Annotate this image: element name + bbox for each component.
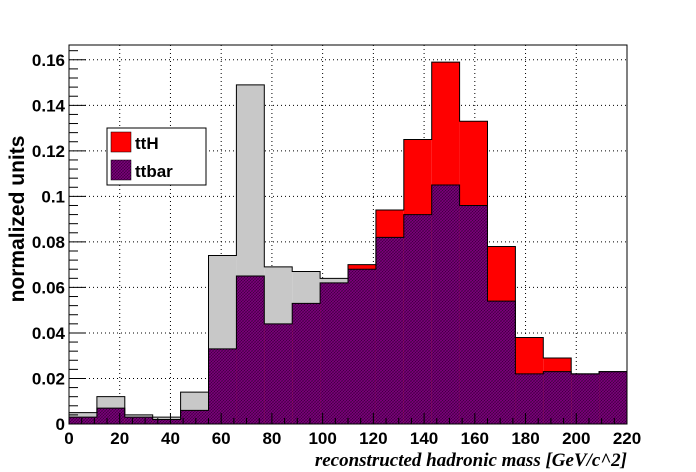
ttbar-bin	[320, 282, 348, 424]
x-tick-label: 40	[161, 429, 180, 448]
ttbar-bin	[236, 276, 265, 424]
ttbar-bin	[543, 371, 572, 424]
histogram-outline-layer	[68, 61, 628, 424]
ttbar-bin	[208, 348, 237, 424]
x-tick-labels: 0 20 40 60 80 100 120 140 160 180 200 220	[64, 429, 641, 448]
ttbar-histogram-layer	[69, 184, 627, 424]
x-tick-label: 80	[262, 429, 281, 448]
y-tick-label: 0.16	[32, 51, 65, 70]
legend: ttH ttbar	[106, 127, 207, 186]
ttbar-bin	[180, 410, 209, 424]
ttbar-bin	[487, 301, 516, 424]
y-tick-label: 0.04	[32, 324, 66, 343]
ttbar-bin	[69, 417, 97, 424]
ttbar-bin	[403, 214, 432, 424]
legend-label-ttbar: ttbar	[135, 162, 173, 181]
y-tick-label: 0	[56, 415, 65, 434]
ttbar-bin	[431, 184, 460, 424]
legend-swatch-tth	[110, 131, 132, 153]
axes	[68, 44, 628, 425]
ttbar-bin	[292, 303, 321, 424]
x-tick-label: 200	[562, 429, 590, 448]
y-tick-label: 0.06	[32, 278, 65, 297]
ttbar-bin	[152, 419, 181, 424]
y-tick-label: 0.14	[32, 96, 66, 115]
ttbar-bin	[515, 373, 544, 424]
y-tick-label: 0.12	[32, 142, 65, 161]
y-tick-labels: 0 0.02 0.04 0.06 0.08 0.1 0.12 0.14 0.16	[32, 51, 66, 434]
legend-swatch-ttbar	[110, 159, 132, 181]
x-tick-label: 0	[64, 429, 73, 448]
y-tick-label: 0.1	[41, 187, 65, 206]
ttbar-bin	[348, 269, 376, 424]
y-tick-label: 0.08	[32, 233, 65, 252]
x-tick-label: 140	[410, 429, 438, 448]
x-tick-label: 120	[359, 429, 387, 448]
ttbar-bin	[264, 323, 293, 424]
ttbar-bin	[96, 408, 125, 424]
legend-label-tth: ttH	[135, 134, 159, 153]
y-axis-title: normalized units	[6, 136, 29, 303]
x-tick-label: 60	[212, 429, 231, 448]
ttbar-outline	[68, 84, 628, 424]
ttbar-bin	[459, 205, 488, 424]
ttbar-bin	[571, 373, 600, 424]
ttbar-bin	[124, 417, 153, 424]
x-tick-label: 220	[613, 429, 641, 448]
ttbar-bin	[375, 237, 404, 424]
x-tick-label: 180	[511, 429, 539, 448]
ttbar-bin	[599, 371, 627, 424]
x-axis-title: reconstructed hadronic mass [GeV/c^2]	[315, 450, 627, 471]
x-tick-label: 100	[308, 429, 336, 448]
x-tick-label: 160	[461, 429, 489, 448]
x-tick-label: 20	[110, 429, 129, 448]
y-tick-label: 0.02	[32, 369, 65, 388]
